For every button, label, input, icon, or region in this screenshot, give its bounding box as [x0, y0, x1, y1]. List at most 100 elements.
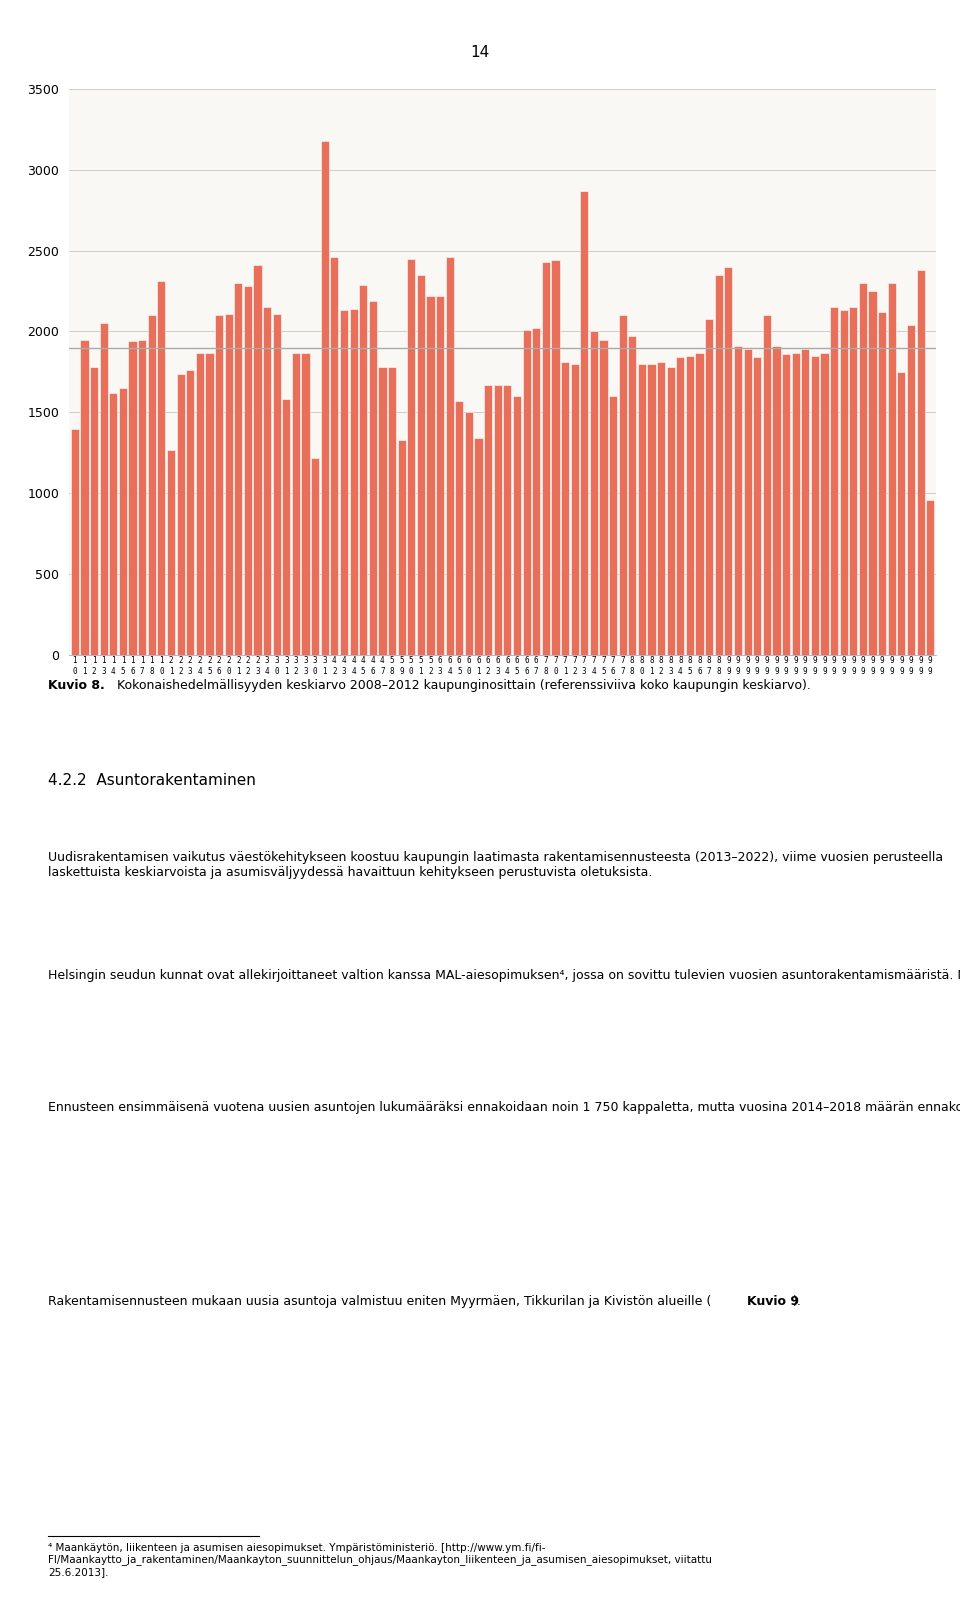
Bar	[157, 281, 165, 655]
Bar	[109, 393, 117, 655]
Bar	[734, 346, 742, 655]
Bar	[186, 370, 194, 655]
Bar	[811, 356, 819, 655]
Bar	[225, 314, 232, 655]
Bar	[234, 283, 242, 655]
Bar	[311, 458, 320, 655]
Bar	[898, 372, 905, 655]
Bar	[397, 440, 406, 655]
Bar	[926, 500, 934, 655]
Text: Ennusteen ensimmäisenä vuotena uusien asuntojen lukumääräksi ennakoidaan noin 1 : Ennusteen ensimmäisenä vuotena uusien as…	[48, 1101, 960, 1114]
Bar	[551, 260, 560, 655]
Bar	[580, 191, 588, 655]
Bar	[330, 257, 339, 655]
Text: Helsingin seudun kunnat ovat allekirjoittaneet valtion kanssa MAL-aiesopimuksen⁴: Helsingin seudun kunnat ovat allekirjoit…	[48, 969, 960, 982]
Bar	[676, 357, 684, 655]
Bar	[90, 367, 98, 655]
Bar	[513, 396, 521, 655]
Bar	[244, 286, 252, 655]
Bar	[782, 354, 790, 655]
Bar	[714, 275, 723, 655]
Bar	[407, 259, 416, 655]
Bar	[618, 315, 627, 655]
Bar	[167, 450, 175, 655]
Bar	[840, 310, 848, 655]
Bar	[541, 262, 550, 655]
Bar	[378, 367, 387, 655]
Text: 4.2.2  Asuntorakentaminen: 4.2.2 Asuntorakentaminen	[48, 773, 256, 787]
Bar	[71, 429, 79, 655]
Bar	[263, 307, 271, 655]
Text: ⁴ Maankäytön, liikenteen ja asumisen aiesopimukset. Ympäristöministeriö. [http:/: ⁴ Maankäytön, liikenteen ja asumisen aie…	[48, 1543, 712, 1577]
Bar	[522, 330, 531, 655]
Bar	[705, 319, 713, 655]
Bar	[754, 357, 761, 655]
Bar	[273, 314, 280, 655]
Bar	[340, 310, 348, 655]
Bar	[503, 385, 512, 655]
Bar	[773, 346, 780, 655]
Text: 14: 14	[470, 45, 490, 60]
Text: Uudisrakentamisen vaikutus väestökehitykseen koostuu kaupungin laatimasta rakent: Uudisrakentamisen vaikutus väestökehityk…	[48, 851, 943, 878]
Bar	[148, 315, 156, 655]
Bar	[465, 412, 473, 655]
Bar	[725, 267, 732, 655]
Bar	[907, 325, 915, 655]
Bar	[484, 385, 492, 655]
Bar	[859, 283, 867, 655]
Bar	[349, 309, 358, 655]
Bar	[561, 362, 569, 655]
Bar	[657, 362, 665, 655]
Text: Rakentamisennusteen mukaan uusia asuntoja valmistuu eniten Myyrmäen, Tikkurilan : Rakentamisennusteen mukaan uusia asuntoj…	[48, 1295, 711, 1308]
Bar	[647, 364, 656, 655]
Bar	[666, 367, 675, 655]
Text: Kuvio 9: Kuvio 9	[747, 1295, 799, 1308]
Bar	[532, 328, 540, 655]
Bar	[744, 349, 752, 655]
Bar	[589, 331, 598, 655]
Bar	[878, 312, 886, 655]
Bar	[763, 315, 771, 655]
Bar	[417, 275, 425, 655]
Bar	[81, 340, 88, 655]
Bar	[196, 353, 204, 655]
Bar	[321, 141, 329, 655]
Bar	[253, 265, 261, 655]
Bar	[474, 438, 483, 655]
Bar	[369, 301, 377, 655]
Bar	[850, 307, 857, 655]
Bar	[292, 353, 300, 655]
Bar	[599, 340, 608, 655]
Bar	[609, 396, 617, 655]
Bar	[455, 401, 464, 655]
Bar	[138, 340, 146, 655]
Bar	[888, 283, 896, 655]
Bar	[215, 315, 223, 655]
Bar	[637, 364, 646, 655]
Bar	[695, 353, 704, 655]
Bar	[821, 353, 828, 655]
Bar	[282, 399, 291, 655]
Bar	[436, 296, 444, 655]
Bar	[359, 285, 368, 655]
Bar	[685, 356, 694, 655]
Bar	[129, 341, 136, 655]
Bar	[205, 353, 213, 655]
Bar	[802, 349, 809, 655]
Bar	[917, 270, 924, 655]
Bar	[570, 364, 579, 655]
Bar	[628, 336, 636, 655]
Text: ).: ).	[793, 1295, 802, 1308]
Bar	[869, 291, 876, 655]
Bar	[426, 296, 435, 655]
Bar	[830, 307, 838, 655]
Bar	[119, 388, 127, 655]
Text: Kokonaishedelmällisyyden keskiarvo 2008–2012 kaupunginosittain (referenssiviiva : Kokonaishedelmällisyyden keskiarvo 2008–…	[113, 679, 811, 692]
Bar	[445, 257, 454, 655]
Bar	[177, 374, 184, 655]
Bar	[100, 323, 108, 655]
Bar	[792, 353, 800, 655]
Bar	[301, 353, 310, 655]
Bar	[493, 385, 502, 655]
Text: Kuvio 8.: Kuvio 8.	[48, 679, 105, 692]
